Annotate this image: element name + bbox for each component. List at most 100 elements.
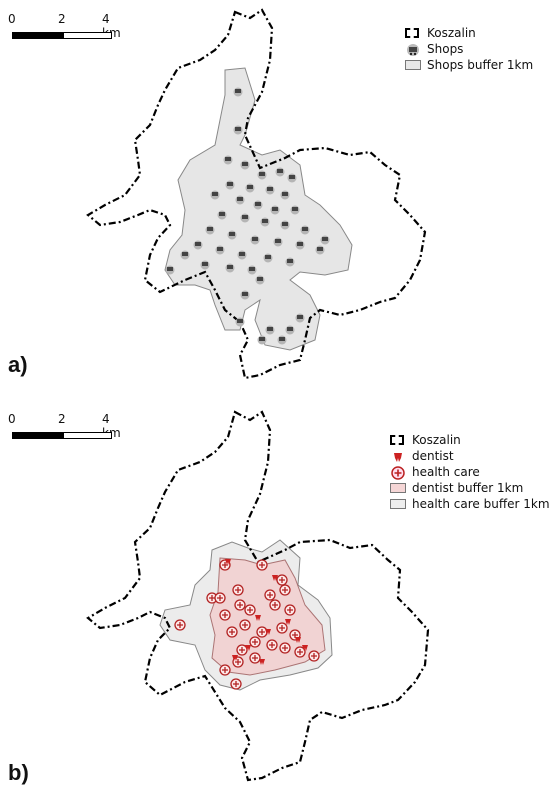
shop-marker [263,253,273,263]
legend-item-health-care: health care [390,464,550,480]
shop-marker [225,263,235,273]
buffer-legend-icon [405,60,421,70]
dentist-marker [265,629,271,635]
health-care-marker [294,646,306,658]
shop-marker [250,235,260,245]
health-care-marker [232,584,244,596]
shop-marker [245,183,255,193]
dentist-marker [255,615,261,621]
shop-marker [315,245,325,255]
health-care-marker [174,619,186,631]
health-care-marker [234,599,246,611]
boundary-legend-icon [390,435,404,445]
health-care-marker [279,584,291,596]
shop-marker [260,217,270,227]
scale-segment-black [12,432,64,439]
shop-marker [180,250,190,260]
shop-marker [265,325,275,335]
dentist-marker [272,575,278,581]
legend-item-boundary: Koszalin [405,25,533,41]
health-care-marker [264,589,276,601]
shops-points [165,87,330,345]
shop-marker [300,225,310,235]
legend-label: Shops [427,41,464,56]
legend-label: Koszalin [427,25,476,40]
panel-label: b) [8,760,29,785]
dentist-marker [295,637,301,643]
scale-tick-2: 2 [58,412,66,426]
shop-marker [205,225,215,235]
shop-marker [320,235,330,245]
map-panel-shops: 0 2 4 km Koszalin Shops Shops buffer 1km… [0,0,550,399]
shop-marker [223,155,233,165]
shop-marker [287,173,297,183]
dentist-marker [302,645,308,651]
health-care-marker [269,599,281,611]
koszalin-boundary [86,410,430,782]
health-care-marker [249,652,261,664]
shop-marker [273,237,283,247]
shop-marker [233,87,243,97]
legend-label: Shops buffer 1km [427,57,534,72]
legend-label: dentist [412,448,454,463]
shop-marker [233,125,243,135]
panel-label: a) [8,352,28,377]
health-care-marker [279,642,291,654]
buffer-legend-icon [390,499,406,509]
map-panel-health: 0 2 4 km Koszalin dentist health care de… [0,400,550,799]
health-care-icon [391,466,405,480]
legend-label: dentist buffer 1km [412,480,524,495]
shop-marker [253,200,263,210]
scale-segment-white [63,432,112,439]
shop-marker [265,185,275,195]
health-care-marker [256,626,268,638]
shop-icon [407,44,419,56]
scale-bar: 0 2 4 km [8,12,132,42]
dentist-marker [225,559,231,565]
legend-item-buffer: Shops buffer 1km [405,57,533,73]
scale-tick-2: 2 [58,12,66,26]
shop-marker [193,240,203,250]
buffer-legend-icon [390,483,406,493]
shop-marker [257,335,267,345]
shop-marker [210,190,220,200]
scale-tick-0: 0 [8,12,16,26]
health-care-marker [206,592,218,604]
legend-item-boundary: Koszalin [390,432,550,448]
shop-marker [237,250,247,260]
legend: Koszalin dentist health care dentist buf… [390,432,550,512]
health-care-marker [276,574,288,586]
health-points [174,559,320,690]
health-care-marker [230,678,242,690]
legend-label: Koszalin [412,432,461,447]
scale-bar: 0 2 4 km [8,412,132,442]
shop-marker [285,257,295,267]
koszalin-boundary [86,8,427,380]
shop-marker [235,195,245,205]
health-care-marker [266,639,278,651]
shop-marker [215,245,225,255]
boundary-legend-icon [405,28,419,38]
dentist-marker [232,655,238,661]
shop-marker [200,260,210,270]
shop-marker [270,205,280,215]
shop-marker [240,213,250,223]
dentist-marker [245,645,251,651]
health-care-marker [249,636,261,648]
dentist-marker [259,659,265,665]
shop-marker [255,275,265,285]
health-map [86,410,430,782]
legend-item-dentist-buffer: dentist buffer 1km [390,480,550,496]
legend-label: health care [412,464,480,479]
shop-marker [240,160,250,170]
health-care-marker [284,604,296,616]
dentist-icon [394,453,402,462]
shop-marker [235,317,245,327]
shop-marker [165,265,175,275]
health-care-marker [308,650,320,662]
shops-map [86,8,427,380]
health-care-marker [236,644,248,656]
shop-marker [247,265,257,275]
shop-marker [227,230,237,240]
shop-marker [257,170,267,180]
